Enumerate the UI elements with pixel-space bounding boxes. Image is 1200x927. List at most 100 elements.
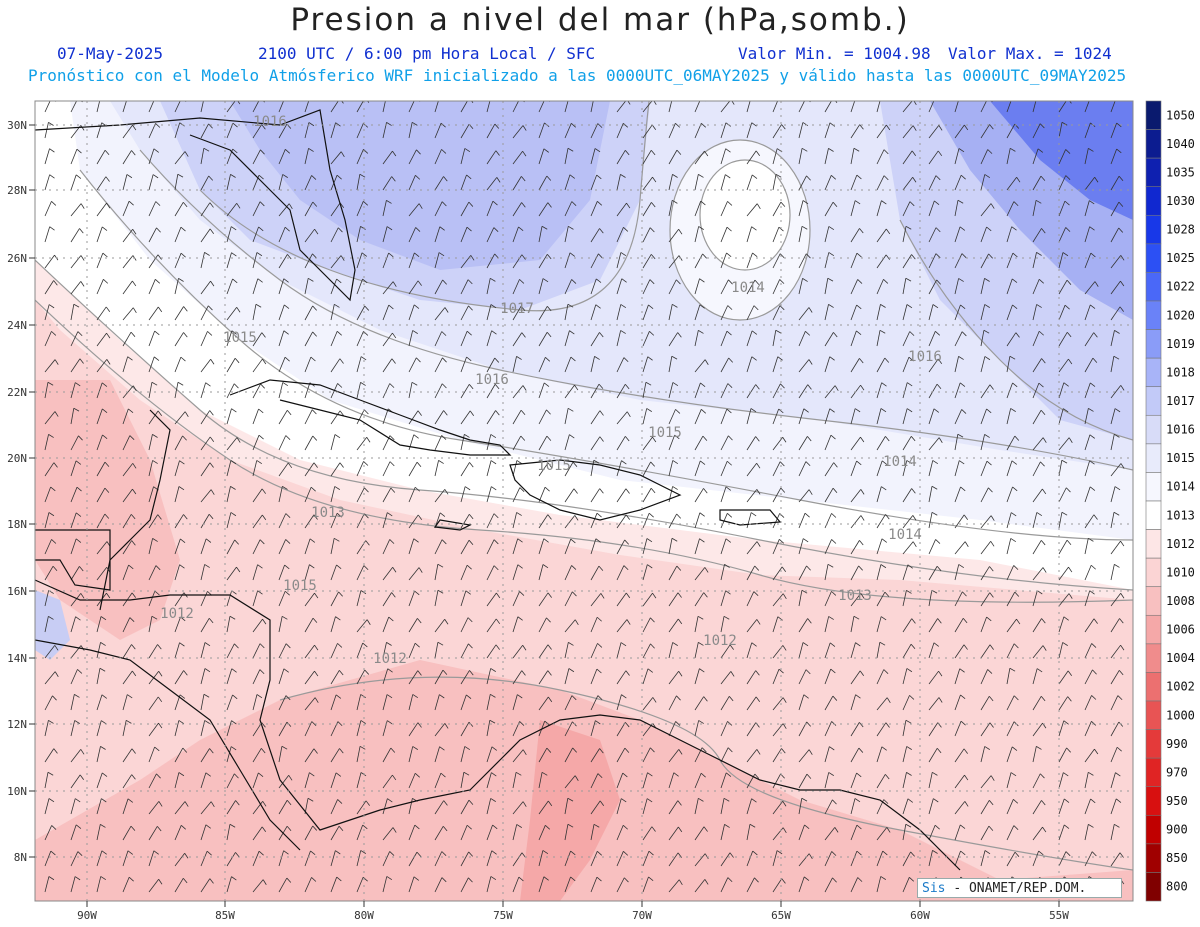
lat-lon-grid (35, 101, 1133, 901)
colorbar-swatch (1145, 414, 1162, 445)
lon-label: 70W (632, 909, 652, 922)
colorbar-label: 1022 (1166, 280, 1195, 294)
colorbar-swatch (1145, 786, 1162, 816)
colorbar-label: 990 (1166, 737, 1188, 751)
colorbar-label: 1010 (1166, 565, 1195, 579)
colorbar-swatch (1145, 243, 1162, 273)
colorbar-label: 1006 (1166, 623, 1195, 637)
colorbar: 1050 1040 1035 1030 1028 1025 1022 1020 1019 1018… (1145, 100, 1195, 902)
lat-label: 24N (7, 319, 27, 332)
colorbar-swatch (1145, 186, 1162, 216)
isobar-label: 1013 (311, 505, 345, 521)
colorbar-label: 1019 (1166, 337, 1195, 351)
colorbar-label: 1017 (1166, 394, 1195, 408)
isobar-label: 1015 (648, 425, 682, 441)
colorbar-swatch (1145, 329, 1162, 359)
credit-text: - ONAMET/REP.DOM. (953, 881, 1087, 896)
colorbar-swatch (1145, 214, 1162, 245)
colorbar-swatch (1145, 814, 1162, 845)
pressure-shading (35, 101, 1133, 901)
lon-label: 90W (77, 909, 97, 922)
isobar-label: 1016 (908, 349, 942, 365)
credit-sis: Sis (922, 881, 946, 896)
colorbar-label: 1008 (1166, 594, 1195, 608)
colorbar-swatch (1145, 357, 1162, 388)
colorbar-swatch (1145, 157, 1162, 188)
map-frame (34, 100, 1134, 902)
lon-label: 55W (1049, 909, 1069, 922)
model-info: Pronóstico con el Modelo Atmósferico WRF… (28, 66, 1127, 85)
axes: 30N 28N 26N 24N 22N 20N 18N 16N 14N 12N 10N 8N 90W 85… (7, 119, 1069, 922)
forecast-date: 07-May-2025 (57, 44, 163, 63)
lat-label: 20N (7, 452, 27, 465)
lat-label: 16N (7, 585, 27, 598)
colorbar-swatch (1145, 729, 1162, 759)
isobar-label: 1016 (253, 114, 287, 130)
lat-label: 22N (7, 386, 27, 399)
value-max: Valor Max. = 1024 (948, 44, 1112, 63)
lat-label: 14N (7, 652, 27, 665)
colorbar-swatch (1145, 757, 1162, 788)
colorbar-swatch (1145, 672, 1162, 702)
colorbar-swatch (1145, 872, 1162, 902)
colorbar-label: 950 (1166, 794, 1188, 808)
lat-label: 28N (7, 184, 27, 197)
colorbar-label: 1002 (1166, 680, 1195, 694)
value-min: Valor Min. = 1004.98 (738, 44, 931, 63)
isobar-label: 1015 (283, 578, 317, 594)
isobar-label: 1012 (703, 633, 737, 649)
colorbar-label: 1000 (1166, 708, 1195, 722)
isobar-labels: 1016 1017 1014 1015 1016 1016 1015 1014 1015 1013… (160, 114, 942, 667)
colorbar-label: 1035 (1166, 165, 1195, 179)
colorbar-label: 1040 (1166, 137, 1195, 151)
colorbar-label: 1020 (1166, 308, 1195, 322)
colorbar-swatch (1145, 643, 1162, 673)
lat-label: 26N (7, 252, 27, 265)
colorbar-label: 1028 (1166, 223, 1195, 237)
colorbar-swatch (1145, 586, 1162, 616)
credit-box: Sis - ONAMET/REP.DOM. (917, 878, 1122, 898)
colorbar-label: 1050 (1166, 108, 1195, 122)
lat-label: 8N (14, 851, 27, 864)
colorbar-label: 900 (1166, 823, 1188, 837)
isobar-label: 1013 (838, 588, 872, 604)
colorbar-swatch (1145, 129, 1162, 159)
colorbar-swatch (1145, 300, 1162, 330)
colorbar-swatch (1145, 529, 1162, 559)
lon-label: 85W (215, 909, 235, 922)
isobar-label: 1012 (160, 606, 194, 622)
lon-label: 80W (354, 909, 374, 922)
colorbar-swatch (1145, 472, 1162, 502)
colorbar-label: 1030 (1166, 194, 1195, 208)
isobar-label: 1016 (475, 372, 509, 388)
isobar-label: 1014 (888, 527, 922, 543)
isobar-label: 1017 (500, 301, 534, 317)
colorbar-label: 1014 (1166, 480, 1195, 494)
lat-label: 18N (7, 518, 27, 531)
isobar-label: 1015 (223, 330, 257, 346)
colorbar-label: 1015 (1166, 451, 1195, 465)
colorbar-label: 1012 (1166, 537, 1195, 551)
isobar-label: 1012 (373, 651, 407, 667)
lat-label: 30N (7, 119, 27, 132)
lon-label: 60W (910, 909, 930, 922)
forecast-time: 2100 UTC / 6:00 pm Hora Local / SFC (258, 44, 596, 63)
isobar-label: 1015 (537, 458, 571, 474)
colorbar-swatch (1145, 272, 1162, 302)
lon-label: 75W (493, 909, 513, 922)
colorbar-label: 800 (1166, 880, 1188, 894)
wind-barbs (44, 101, 1125, 893)
colorbar-swatch (1145, 500, 1162, 530)
isobar-label: 1014 (731, 280, 765, 296)
isobar-label: 1014 (883, 454, 917, 470)
lat-label: 12N (7, 718, 27, 731)
colorbar-swatch (1145, 386, 1162, 416)
colorbar-swatch (1145, 557, 1162, 588)
colorbar-swatch (1145, 843, 1162, 873)
colorbar-swatch (1145, 700, 1162, 730)
colorbar-label: 1016 (1166, 423, 1195, 437)
colorbar-swatch (1145, 100, 1162, 130)
map-title: Presion a nivel del mar (hPa,somb.) (290, 2, 910, 38)
colorbar-label: 970 (1166, 765, 1188, 779)
